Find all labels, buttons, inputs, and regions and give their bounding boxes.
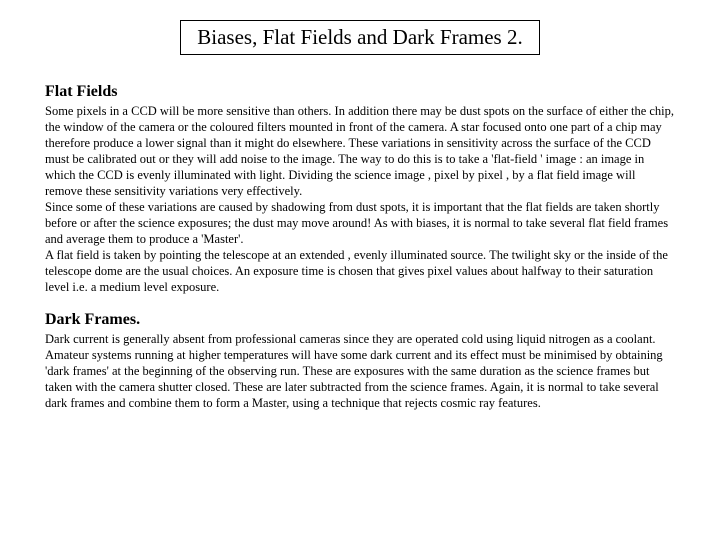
body-text-flat-fields: Some pixels in a CCD will be more sensit… [45,103,675,295]
section-heading-flat-fields: Flat Fields [45,83,675,101]
title-box: Biases, Flat Fields and Dark Frames 2. [180,20,540,55]
body-text-dark-frames: Dark current is generally absent from pr… [45,331,675,411]
page-title: Biases, Flat Fields and Dark Frames 2. [193,25,527,50]
section-heading-dark-frames: Dark Frames. [45,311,675,329]
